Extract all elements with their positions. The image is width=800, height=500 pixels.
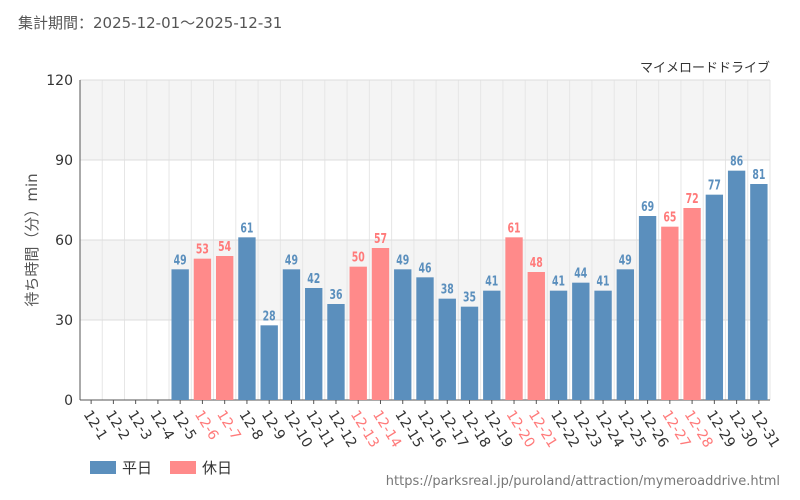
bar-value-label: 41 — [597, 274, 610, 289]
bar — [750, 184, 768, 400]
bar — [394, 269, 412, 400]
legend-weekday: 平日 — [90, 457, 152, 478]
legend-holiday-label: 休日 — [202, 459, 233, 477]
bar-value-label: 41 — [485, 274, 498, 289]
bar — [549, 290, 568, 400]
bar-value-label: 54 — [218, 239, 231, 254]
bar-value-label: 49 — [285, 252, 298, 267]
y-axis-label: 待ち時間（分）min — [23, 173, 41, 306]
bar — [527, 272, 545, 400]
bar-value-label: 46 — [418, 260, 431, 275]
bar-value-label: 35 — [463, 290, 476, 305]
source-url: https://parksreal.jp/puroland/attraction… — [385, 474, 780, 489]
bar — [260, 325, 278, 400]
bar — [683, 208, 701, 400]
bar-value-label: 86 — [730, 154, 743, 169]
bar — [171, 269, 189, 400]
bar — [594, 290, 612, 400]
plot-band — [80, 80, 770, 160]
bar — [215, 256, 234, 400]
legend-holiday-swatch — [170, 461, 197, 474]
bar — [483, 290, 501, 400]
legend-holiday: 休日 — [170, 457, 232, 478]
bar-value-label: 38 — [441, 282, 454, 297]
bar — [438, 298, 456, 400]
bar — [638, 216, 657, 400]
bar-value-label: 69 — [641, 199, 654, 214]
bar — [282, 269, 301, 400]
bar — [327, 304, 345, 400]
bar — [349, 266, 367, 400]
bar-value-label: 28 — [263, 308, 276, 323]
bar-value-label: 36 — [329, 287, 342, 302]
bar-value-label: 77 — [708, 178, 721, 193]
bar-value-label: 72 — [686, 191, 699, 206]
legend-weekday-swatch — [90, 461, 116, 474]
bar — [460, 306, 479, 400]
y-tick-label: 60 — [55, 233, 73, 249]
bar-value-label: 81 — [752, 167, 765, 182]
bar-value-label: 53 — [196, 242, 209, 257]
chart-title: マイメロードドライブ — [640, 60, 770, 76]
bar — [371, 248, 390, 400]
y-tick-label: 30 — [55, 313, 73, 329]
period-label: 集計期間：2025-12-01〜2025-12-31 — [18, 14, 283, 32]
bar — [661, 226, 679, 400]
bar — [616, 269, 635, 400]
legend: 平日 休日 — [90, 457, 250, 478]
y-tick-label: 120 — [46, 73, 73, 89]
bar — [505, 237, 523, 400]
bar-value-label: 49 — [619, 252, 632, 267]
bar-value-label: 42 — [307, 271, 320, 286]
bar-value-label: 41 — [552, 274, 565, 289]
y-tick-label: 90 — [55, 153, 73, 169]
bar — [416, 277, 434, 400]
bar-value-label: 44 — [574, 266, 587, 281]
bar — [572, 282, 590, 400]
legend-weekday-label: 平日 — [122, 459, 153, 477]
bar — [727, 170, 746, 400]
bar-value-label: 49 — [396, 252, 409, 267]
bar-value-label: 65 — [663, 210, 676, 225]
bar-value-label: 57 — [374, 231, 387, 246]
bar — [193, 258, 212, 400]
bar-value-label: 61 — [240, 220, 253, 235]
bar-value-label: 61 — [508, 220, 521, 235]
bar-value-label: 49 — [174, 252, 187, 267]
y-tick-label: 0 — [64, 393, 73, 409]
bar — [705, 194, 724, 400]
bar-value-label: 48 — [530, 255, 543, 270]
bar — [238, 237, 256, 400]
bar — [305, 288, 323, 400]
bar-value-label: 50 — [352, 250, 365, 265]
